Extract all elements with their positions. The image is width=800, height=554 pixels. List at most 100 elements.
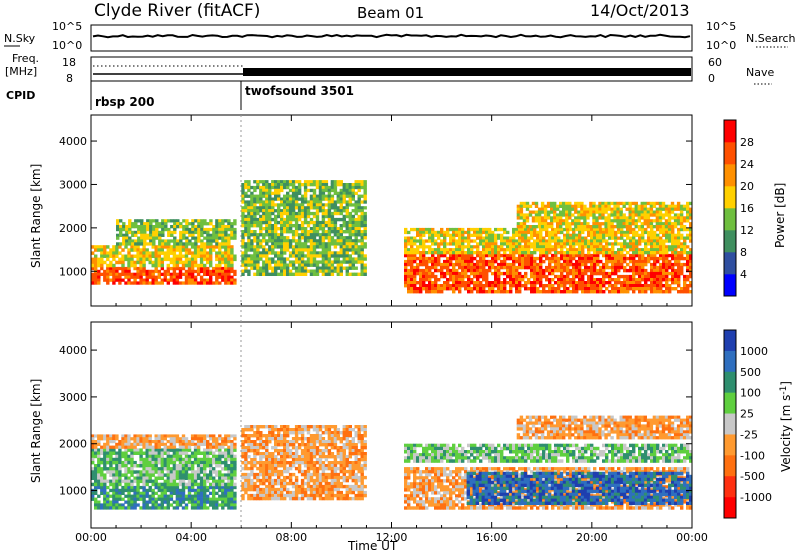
power-colorbar-tick: 20 (740, 180, 754, 193)
y-tick-label: 2000 (59, 438, 87, 451)
power-colorbar-tick: 12 (740, 224, 754, 237)
power-colorbar-frame (723, 119, 737, 297)
data-band (404, 227, 692, 255)
velocity-colorbar-tick: -100 (740, 449, 765, 462)
data-band (404, 443, 692, 463)
nsearch-tick-top: 10^5 (706, 20, 736, 33)
velocity-colorbar-label: Velocity [m s-1] (779, 381, 793, 472)
velocity-colorbar-swatch (724, 476, 736, 498)
freq-series-twofsound (243, 68, 691, 76)
power-colorbar-swatch (724, 252, 736, 275)
data-band (516, 201, 692, 229)
velocity-colorbar-swatch (724, 455, 736, 477)
velocity-colorbar-swatch (724, 413, 736, 435)
power-colorbar-swatch (724, 186, 736, 209)
x-tick-label: 16:00 (476, 531, 508, 544)
nsearch-label: N.Search (746, 32, 796, 45)
x-axis-label: Time UT (347, 539, 398, 553)
velocity-colorbar-tick: -25 (740, 428, 758, 441)
power-y-axis: 1000 2000 3000 4000 (59, 135, 692, 278)
power-ylabel: Slant Range [km] (29, 164, 43, 268)
freq-panel (90, 56, 693, 82)
y-tick-label: 1000 (59, 265, 87, 278)
data-band (404, 253, 692, 294)
freq-label: Freq. (12, 52, 39, 65)
data-band (91, 266, 237, 285)
time-x-axis: 00:00 04:00 08:00 12:00 16:00 20:00 00:00 (75, 115, 708, 544)
nsky-label: N.Sky (4, 32, 36, 45)
y-tick-label: 3000 (59, 391, 87, 404)
velocity-colorbar-swatch (724, 497, 736, 519)
nsky-panel (90, 24, 693, 52)
data-band (91, 485, 237, 510)
data-band (516, 415, 692, 440)
power-colorbar-tick: 16 (740, 202, 754, 215)
velocity-colorbar-tick: 100 (740, 387, 761, 400)
velocity-colorbar-tick: -1000 (740, 491, 772, 504)
power-colorbar-swatch (724, 142, 736, 165)
y-tick-label: 4000 (59, 344, 87, 357)
velocity-colorbar-tick: 25 (740, 408, 754, 421)
x-tick-label: 08:00 (275, 531, 307, 544)
freq-tick-top: 18 (62, 56, 76, 69)
power-colorbar-label: Power [dB] (773, 183, 787, 248)
data-band (91, 448, 237, 487)
freq-tick-bottom: 8 (66, 72, 73, 85)
y-tick-label: 4000 (59, 135, 87, 148)
nsky-tick-bottom: 10^0 (52, 39, 82, 52)
velocity-ylabel: Slant Range [km] (29, 379, 43, 483)
cpid-segment-rbsp: rbsp 200 (95, 95, 154, 109)
x-tick-label: 00:00 (75, 531, 107, 544)
beam-title: Beam 01 (357, 4, 424, 22)
data-band (241, 425, 367, 501)
data-band (466, 471, 692, 505)
power-heatmap (91, 180, 692, 294)
velocity-colorbar-swatch (724, 392, 736, 414)
power-colorbar-swatch (724, 120, 736, 143)
power-colorbar-tick: 24 (740, 158, 754, 171)
data-band (91, 245, 237, 268)
x-tick-label: 12:00 (376, 531, 408, 544)
velocity-colorbar-swatch (724, 350, 736, 373)
velocity-colorbar-frame (723, 329, 737, 519)
nave-tick-bottom: 0 (708, 72, 715, 85)
date-title: 14/Oct/2013 (590, 1, 690, 20)
x-tick-label: 00:00 (676, 531, 708, 544)
power-colorbar-tick: 8 (740, 246, 747, 259)
y-tick-label: 2000 (59, 222, 87, 235)
x-tick-label: 20:00 (576, 531, 608, 544)
cpid-label: CPID (6, 89, 35, 102)
velocity-colorbar: 1000 500 100 25 -25 -100 -500 -1000 (723, 329, 772, 519)
cpid-segment-twofsound: twofsound 3501 (245, 84, 354, 98)
velocity-colorbar-tick: 1000 (740, 345, 768, 358)
nsearch-tick-bottom: 10^0 (706, 39, 736, 52)
nave-tick-top: 60 (708, 56, 722, 69)
power-colorbar-tick: 28 (740, 136, 754, 149)
velocity-colorbar-tick: -500 (740, 470, 765, 483)
power-colorbar: 4 8 12 16 20 24 28 (723, 119, 754, 297)
freq-unit: [MHz] (5, 65, 37, 78)
nsky-series (92, 33, 691, 39)
nsky-tick-top: 10^5 (52, 20, 82, 33)
nave-label: Nave (746, 66, 774, 79)
y-tick-label: 3000 (59, 178, 87, 191)
station-title: Clyde River (fitACF) (94, 1, 260, 21)
power-colorbar-swatch (724, 230, 736, 253)
velocity-colorbar-tick: 500 (740, 366, 761, 379)
power-colorbar-swatch (724, 274, 736, 297)
power-colorbar-tick: 4 (740, 268, 747, 281)
y-tick-label: 1000 (59, 485, 87, 498)
velocity-y-axis: 1000 2000 3000 4000 (59, 344, 692, 498)
data-band (91, 434, 237, 449)
velocity-colorbar-swatch (724, 330, 736, 352)
power-colorbar-swatch (724, 208, 736, 231)
data-band (241, 180, 367, 216)
data-band (241, 214, 367, 276)
velocity-colorbar-swatch (724, 434, 736, 456)
power-colorbar-swatch (724, 164, 736, 187)
velocity-colorbar-swatch (724, 371, 736, 393)
x-tick-label: 04:00 (175, 531, 207, 544)
data-band (116, 219, 237, 246)
velocity-heatmap (91, 415, 692, 510)
